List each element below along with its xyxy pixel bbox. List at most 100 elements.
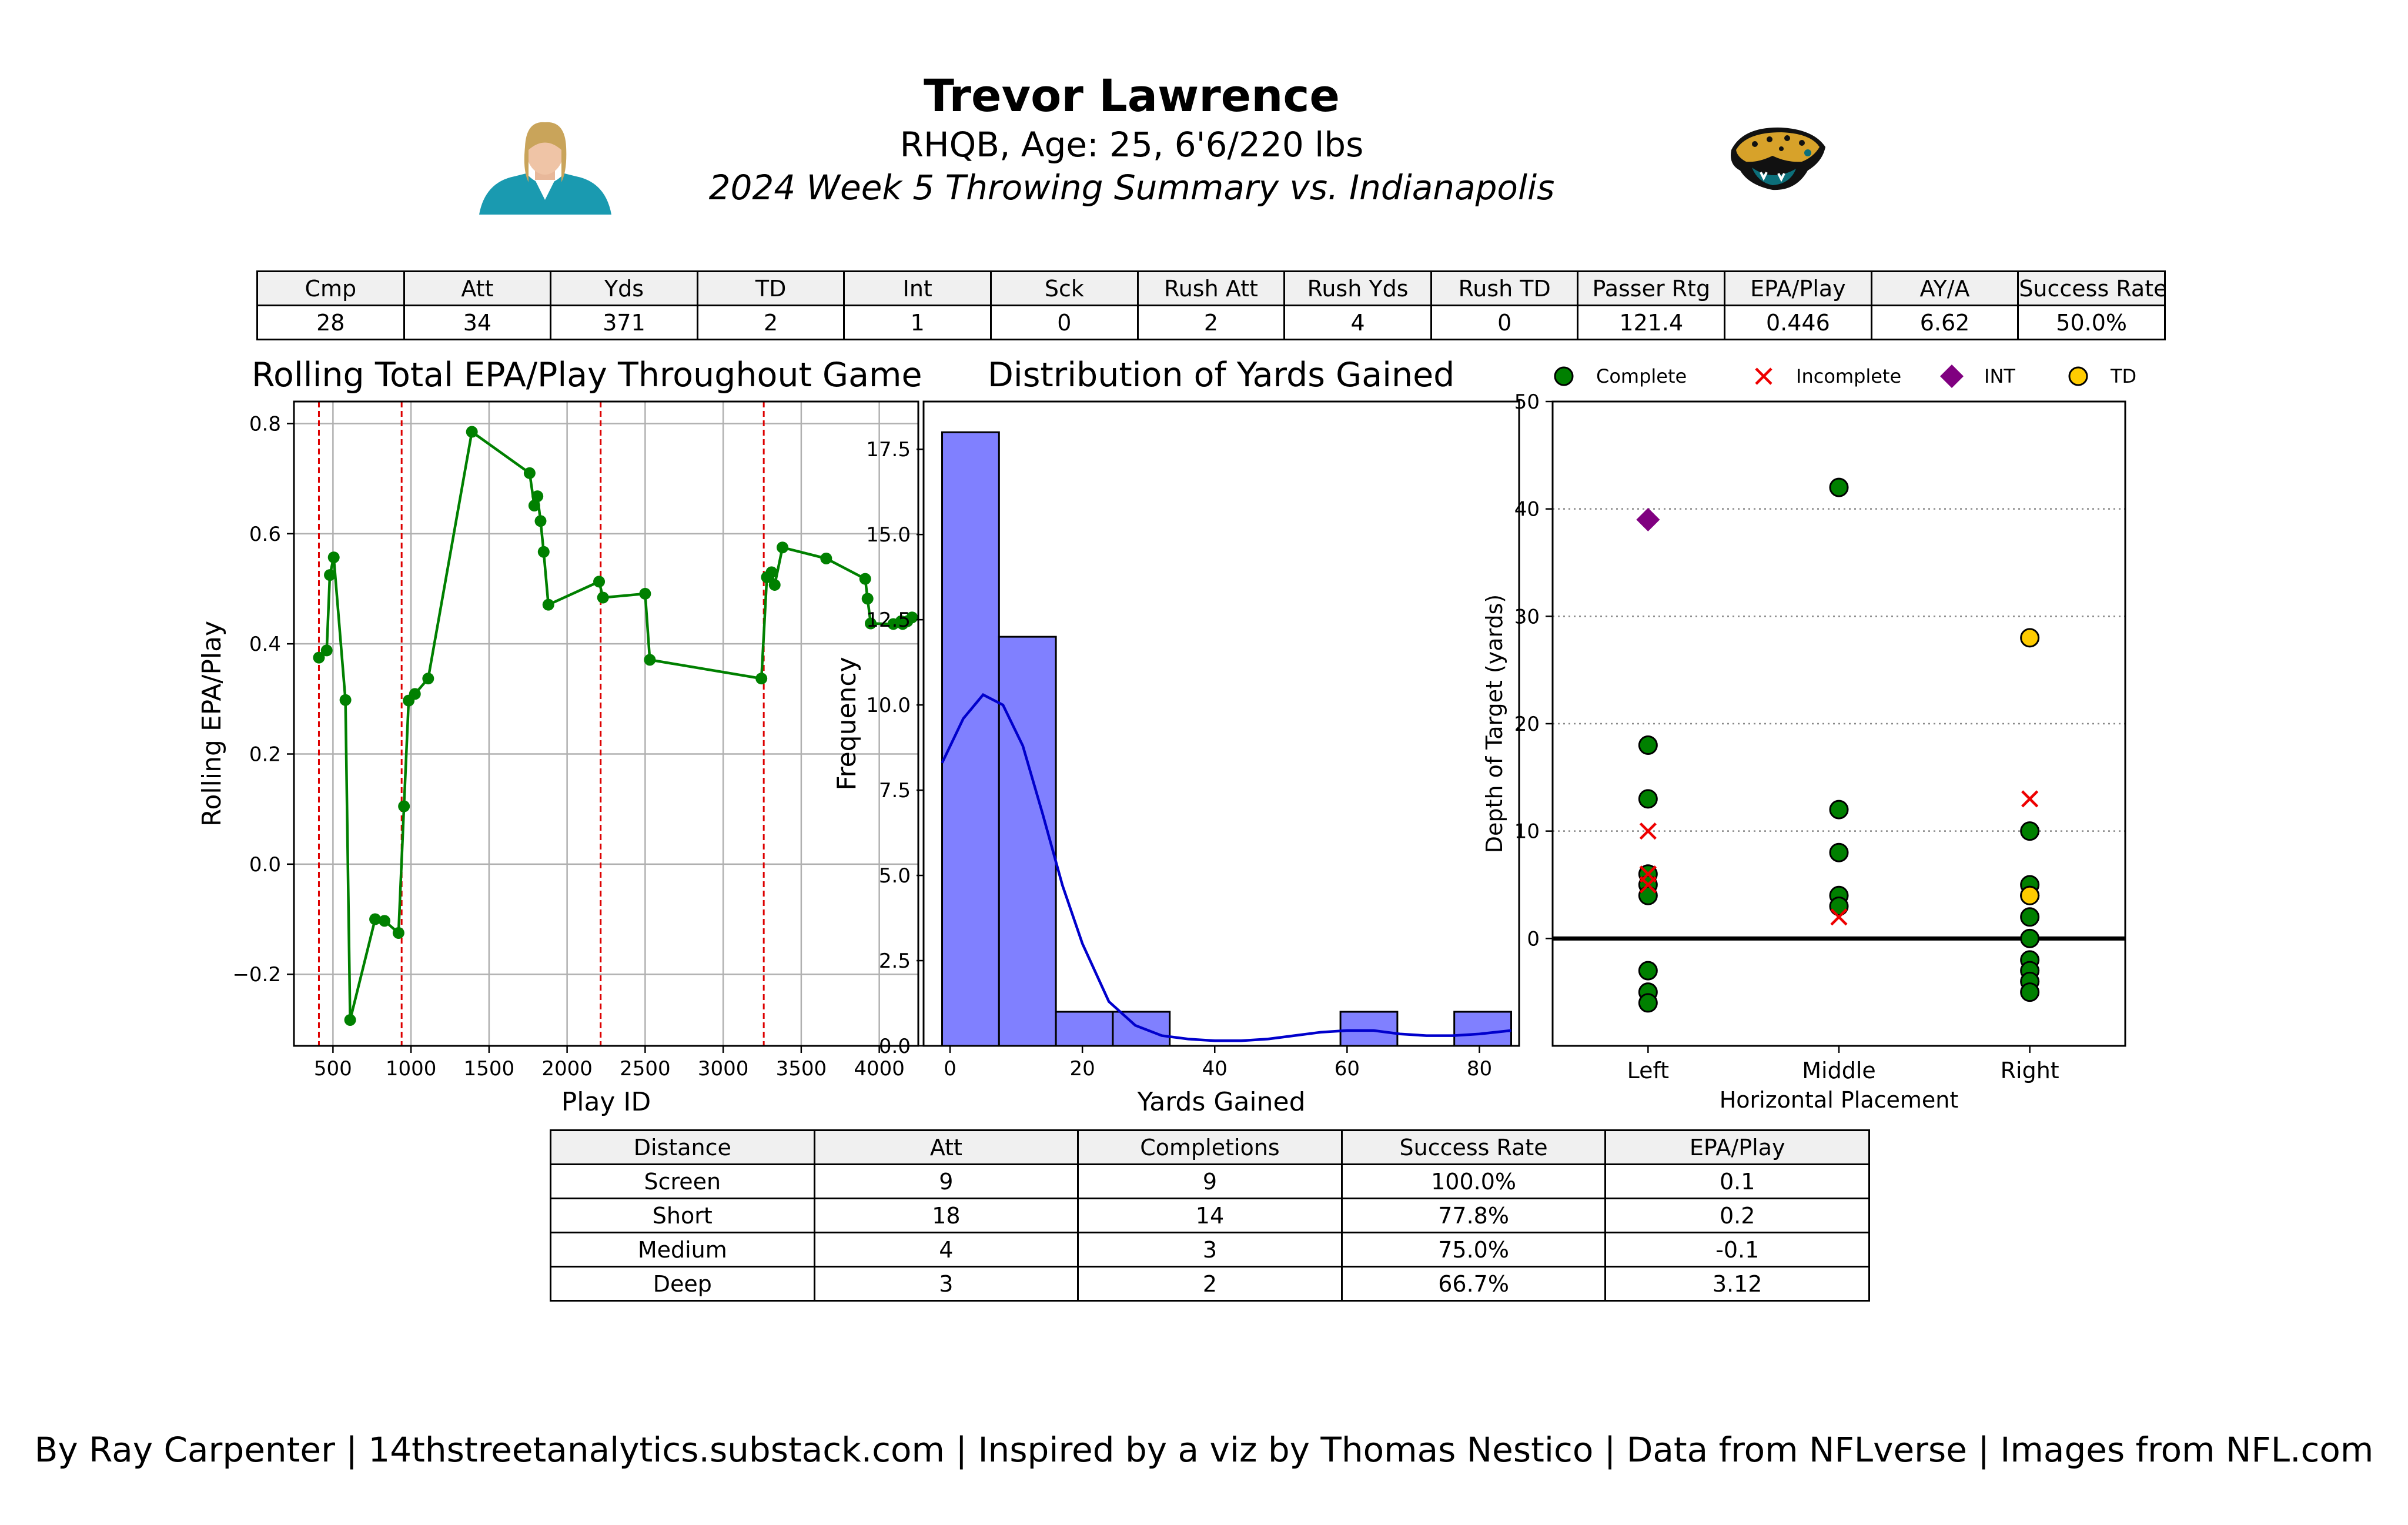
epa-point (324, 569, 336, 581)
player-name: Trevor Lawrence (924, 69, 1340, 122)
epa-point (593, 576, 606, 588)
summary-value-cell: 121.4 (1577, 305, 1726, 340)
distance-header-cell: Completions (1077, 1129, 1343, 1165)
distance-cell: 77.8% (1340, 1198, 1607, 1233)
epa-point (644, 654, 656, 666)
td-marker (2020, 885, 2040, 905)
complete-marker (1638, 735, 1658, 755)
y-tick-label: 0.0 (249, 853, 281, 877)
x-tick-label: 1500 (464, 1057, 515, 1081)
summary-value-cell: 2 (696, 305, 845, 340)
complete-marker (2020, 982, 2040, 1002)
x-tick-label: 2000 (541, 1057, 593, 1081)
complete-marker (1638, 993, 1658, 1013)
y-tick-label: −0.2 (232, 963, 281, 986)
incomplete-stroke (1639, 822, 1657, 840)
distance-cell: 75.0% (1340, 1232, 1607, 1268)
rolling-epa-title: Rolling Total EPA/Play Throughout Game (252, 356, 922, 394)
x-tick-label: 2500 (620, 1057, 671, 1081)
summary-header-cell: Success Rate (2017, 270, 2166, 306)
complete-marker (1829, 897, 1849, 917)
epa-point (409, 688, 421, 700)
distance-cell: 100.0% (1340, 1163, 1607, 1199)
distance-cell: 0.2 (1604, 1198, 1870, 1233)
epa-point (861, 593, 874, 605)
complete-marker (1829, 800, 1849, 820)
distance-header-row: Distance Att Completions Success Rate EPA/Pl… (550, 1129, 1870, 1165)
complete-marker (1829, 477, 1849, 497)
epa-point (327, 551, 340, 564)
x-tick-label: 0 (944, 1057, 956, 1081)
player-subtitle: RHQB, Age: 25, 6'6/220 lbs (899, 125, 1364, 165)
distance-cell: Medium (550, 1232, 815, 1268)
int-marker (1636, 507, 1660, 531)
distance-cell: 0.1 (1604, 1163, 1870, 1199)
distance-cell: 66.7% (1340, 1266, 1607, 1302)
y-tick-label: 40 (1514, 498, 1540, 521)
summary-header-cell: Att (403, 270, 552, 306)
distance-cell: 18 (813, 1198, 1079, 1233)
x-tick-label: Left (1627, 1058, 1670, 1083)
histogram-bar (1339, 1011, 1399, 1047)
distance-row: Screen 9 9 100.0% 0.1 (550, 1163, 1870, 1199)
summary-value-cell: 4 (1283, 305, 1432, 340)
x-tick-label: 1000 (386, 1057, 437, 1081)
jaguars-logo-image (1731, 127, 1825, 190)
epa-point (534, 515, 547, 527)
y-tick-label: 0.0 (879, 1035, 911, 1058)
y-tick-label: 0.2 (249, 743, 281, 767)
epa-point (339, 694, 352, 706)
epa-point (392, 927, 404, 939)
rolling-epa-chart: 500 1000 1500 2000 2500 3000 3500 4000 −0.2 0.0 0.… (197, 400, 919, 1117)
summary-value-cell: 50.0% (2017, 305, 2166, 340)
x-tick-label: 60 (1335, 1057, 1360, 1081)
y-tick-label: 10.0 (866, 694, 911, 717)
summary-value-cell: 2 (1136, 305, 1286, 340)
y-tick-label: 10 (1514, 820, 1540, 844)
distance-cell: 4 (813, 1232, 1079, 1268)
x-tick-label: 4000 (854, 1057, 905, 1081)
y-tick-label: 7.5 (879, 779, 911, 802)
summary-header-cell: AY/A (1870, 270, 2019, 306)
td-marker (2020, 628, 2040, 648)
x-axis-label: Yards Gained (1136, 1087, 1305, 1117)
distance-cell: 3 (1077, 1232, 1343, 1268)
x-tick-label: 80 (1467, 1057, 1492, 1081)
distance-cell: Short (550, 1198, 815, 1233)
epa-point (765, 566, 778, 578)
summary-header-cell: Cmp (256, 270, 405, 306)
charts-canvas: 500 1000 1500 2000 2500 3000 3500 4000−0.20.00.… (197, 364, 2136, 1117)
x-tick-label: 500 (314, 1057, 352, 1081)
epa-point (865, 617, 877, 630)
legend-td-marker (2068, 366, 2088, 386)
epa-point (537, 546, 550, 558)
summary-value-cell: 1 (843, 305, 992, 340)
epa-point (859, 573, 871, 585)
y-tick-label: 0.6 (249, 523, 281, 546)
summary-value-cell: 34 (403, 305, 552, 340)
summary-header-cell: Sck (990, 270, 1139, 306)
plot-frame (293, 400, 919, 1047)
y-axis-label: Frequency (832, 657, 862, 790)
summary-header-cell: Rush Att (1136, 270, 1286, 306)
x-tick-label: 3000 (698, 1057, 749, 1081)
incomplete-marker (1639, 822, 1657, 840)
summary-value-cell: 371 (550, 305, 698, 340)
distance-cell: 9 (813, 1163, 1079, 1199)
complete-marker (2020, 821, 2040, 841)
y-tick-label: 12.5 (866, 608, 911, 632)
incomplete-stroke (1830, 908, 1848, 926)
x-tick-label: 20 (1070, 1057, 1095, 1081)
epa-point (320, 644, 333, 657)
epa-point (378, 915, 390, 927)
complete-marker (2020, 907, 2040, 927)
summary-value-cell: 0 (990, 305, 1139, 340)
yards-distribution-title: Distribution of Yards Gained (988, 356, 1455, 394)
legend-label: Complete (1596, 365, 1687, 387)
x-tick-label: 40 (1202, 1057, 1228, 1081)
epa-series-line (317, 429, 913, 1021)
histogram-bar (1453, 1011, 1512, 1047)
summary-header-cell: TD (696, 270, 845, 306)
complete-marker (1829, 842, 1849, 862)
epa-point (398, 800, 410, 812)
